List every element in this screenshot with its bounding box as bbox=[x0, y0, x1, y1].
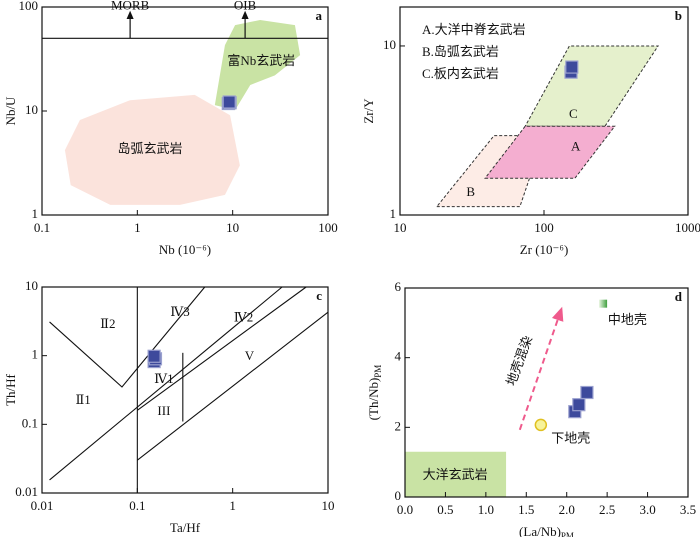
x-tick-label: 2.5 bbox=[599, 502, 615, 517]
x-tick-label: 0.01 bbox=[31, 498, 54, 513]
x-tick-label: 1.0 bbox=[478, 502, 494, 517]
annotation: 下地壳 bbox=[551, 431, 590, 446]
x-tick-label: 0.0 bbox=[397, 502, 413, 517]
legend-note: C.板内玄武岩 bbox=[422, 66, 499, 81]
x-tick-label: 1.5 bbox=[518, 502, 534, 517]
annotation: A bbox=[571, 139, 581, 154]
point bbox=[565, 60, 579, 74]
x-axis-label: (La/Nb)PM bbox=[519, 524, 574, 537]
x-tick-label: 10 bbox=[226, 220, 239, 235]
y-axis-label: (Th/Nb)PM bbox=[366, 365, 383, 421]
x-axis-label: Nb (10⁻⁶) bbox=[159, 242, 211, 257]
x-tick-label: 100 bbox=[534, 220, 554, 235]
region bbox=[524, 45, 660, 127]
y-axis-label-sub: PM bbox=[373, 365, 383, 378]
y-axis-label-main: (Th/Nb) bbox=[366, 378, 381, 421]
x-tick-label: 0.1 bbox=[34, 220, 50, 235]
legend-note: A.大洋中脊玄武岩 bbox=[422, 22, 526, 37]
region bbox=[405, 451, 507, 497]
region bbox=[64, 94, 240, 205]
x-axis-label-main: Nb (10⁻⁶) bbox=[159, 242, 211, 257]
y-axis-label-main: Nb/U bbox=[3, 96, 18, 126]
point bbox=[599, 299, 608, 308]
annotation: Ⅳ1 bbox=[154, 371, 174, 386]
y-tick-label: 100 bbox=[19, 0, 39, 13]
boundary-line bbox=[136, 311, 329, 461]
x-axis-label: Ta/Hf bbox=[170, 520, 201, 535]
x-axis-label-main: Zr (10⁻⁶) bbox=[520, 242, 569, 257]
y-axis-label: Zr/Y bbox=[361, 98, 376, 124]
x-tick-label: 3.0 bbox=[639, 502, 655, 517]
x-axis-label-main: (La/Nb) bbox=[519, 524, 561, 537]
y-tick-label: 0.01 bbox=[15, 484, 38, 499]
x-tick-label: 3.5 bbox=[680, 502, 696, 517]
x-tick-label: 1000 bbox=[675, 220, 700, 235]
y-axis-label-main: Zr/Y bbox=[361, 98, 376, 124]
annotation: 大洋玄武岩 bbox=[423, 467, 488, 482]
plot-frame bbox=[404, 287, 689, 498]
annotation: V bbox=[245, 348, 255, 363]
annotation: Ⅳ2 bbox=[234, 309, 254, 324]
region bbox=[484, 125, 616, 179]
y-tick-label: 10 bbox=[383, 37, 396, 52]
x-tick-label: 0.1 bbox=[129, 498, 145, 513]
y-tick-label: 10 bbox=[25, 278, 38, 293]
plot-frame bbox=[41, 286, 329, 494]
y-axis-label-main: Th/Hf bbox=[3, 373, 18, 405]
panel-label: b bbox=[675, 8, 682, 23]
point bbox=[222, 95, 236, 109]
y-tick-label: 4 bbox=[395, 349, 402, 364]
annotation: 中地壳 bbox=[608, 312, 647, 327]
annotation: III bbox=[157, 403, 170, 418]
panel-label: d bbox=[675, 289, 683, 304]
x-axis-label: Zr (10⁻⁶) bbox=[520, 242, 569, 257]
x-axis-label-main: Ta/Hf bbox=[170, 520, 201, 535]
x-tick-label: 10 bbox=[394, 220, 407, 235]
annotation: 岛弧玄武岩 bbox=[118, 141, 183, 156]
y-tick-label: 1 bbox=[32, 206, 39, 221]
panel-label: c bbox=[316, 288, 322, 303]
x-tick-label: 2.0 bbox=[559, 502, 575, 517]
x-tick-label: 1 bbox=[134, 220, 141, 235]
y-tick-label: 1 bbox=[32, 347, 39, 362]
annotation: Ⅱ1 bbox=[75, 392, 90, 407]
y-axis-label: Th/Hf bbox=[3, 373, 18, 405]
annotation: B bbox=[466, 184, 475, 199]
y-tick-label: 0.1 bbox=[22, 415, 38, 430]
y-tick-label: 6 bbox=[395, 279, 402, 294]
y-tick-label: 1 bbox=[390, 206, 397, 221]
annotation: Ⅱ2 bbox=[100, 316, 115, 331]
point bbox=[580, 385, 594, 400]
boundary-line bbox=[137, 286, 307, 411]
boundary-line bbox=[49, 286, 283, 481]
y-axis-label: Nb/U bbox=[3, 96, 18, 126]
annotation: Ⅳ3 bbox=[170, 304, 190, 319]
y-tick-label: 10 bbox=[25, 102, 38, 117]
point bbox=[572, 398, 586, 412]
point bbox=[147, 349, 161, 363]
annotation: C bbox=[569, 106, 578, 121]
legend-note: B.岛弧玄武岩 bbox=[422, 44, 499, 59]
region bbox=[214, 19, 301, 111]
annotation: OIB bbox=[234, 0, 257, 12]
x-tick-label: 10 bbox=[322, 498, 335, 513]
y-tick-label: 0 bbox=[395, 488, 402, 503]
annotation: 富Nb玄武岩 bbox=[227, 53, 295, 68]
x-axis-label-sub: PM bbox=[561, 531, 574, 537]
annotation: 地壳混染 bbox=[503, 334, 535, 388]
point bbox=[534, 418, 548, 432]
x-tick-label: 1 bbox=[229, 498, 236, 513]
boundary-line bbox=[49, 286, 206, 388]
panel-label: a bbox=[316, 8, 323, 23]
y-tick-label: 2 bbox=[395, 418, 402, 433]
x-tick-label: 0.5 bbox=[437, 502, 453, 517]
annotation: MORB bbox=[111, 0, 150, 12]
x-tick-label: 100 bbox=[318, 220, 338, 235]
arrow bbox=[518, 306, 564, 431]
